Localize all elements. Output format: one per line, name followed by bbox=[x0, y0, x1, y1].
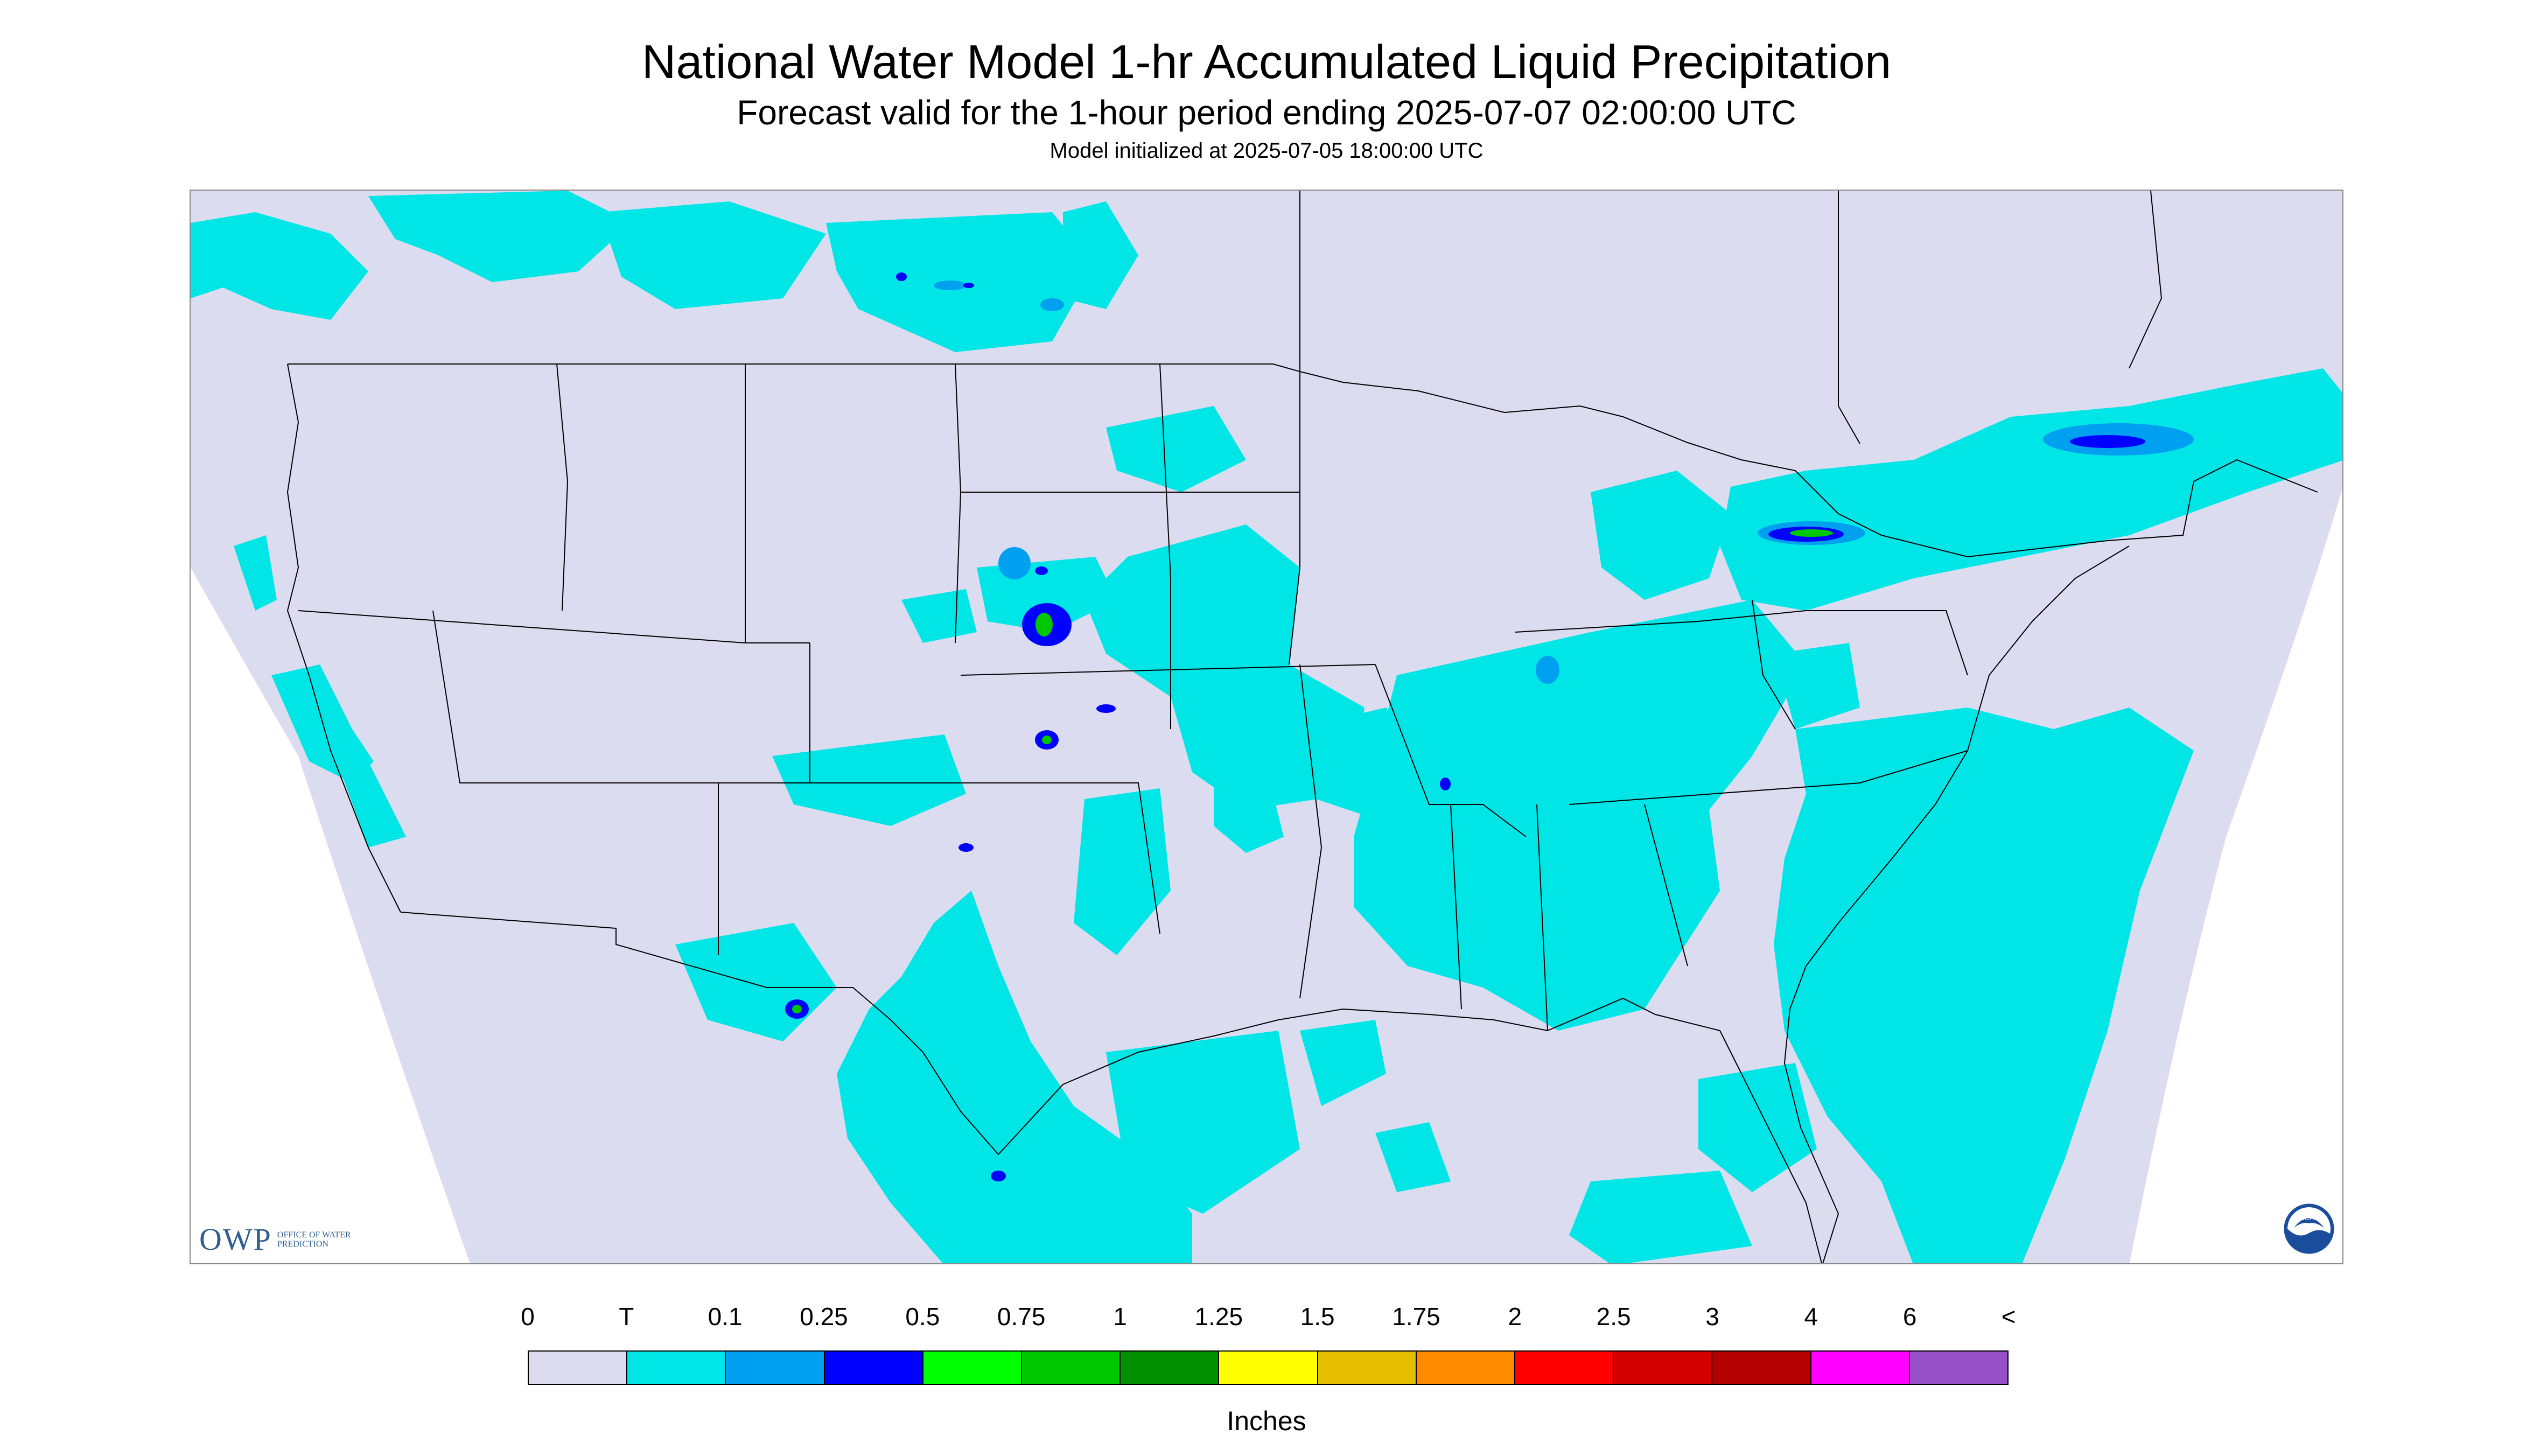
legend-swatch bbox=[824, 1352, 923, 1384]
legend-swatch bbox=[1416, 1352, 1516, 1384]
legend-swatch bbox=[726, 1352, 825, 1384]
legend-swatch bbox=[1318, 1352, 1417, 1384]
legend-tick-label: < bbox=[2001, 1303, 2016, 1331]
svg-text:NOAA: NOAA bbox=[2300, 1214, 2318, 1222]
precipitation-map bbox=[190, 190, 2343, 1264]
map-title: National Water Model 1-hr Accumulated Li… bbox=[641, 35, 1892, 88]
legend-swatch bbox=[1022, 1352, 1121, 1384]
legend-tick-label: 1.25 bbox=[1194, 1303, 1243, 1331]
legend-swatch bbox=[1909, 1352, 2008, 1384]
legend-tick-label: 3 bbox=[1705, 1303, 1719, 1331]
legend-units: Inches bbox=[1227, 1406, 1306, 1436]
owp-logo-text: Office of Water Prediction bbox=[277, 1230, 351, 1249]
legend-tick-label: 2.5 bbox=[1596, 1303, 1631, 1331]
legend-tick-label: 1 bbox=[1113, 1303, 1127, 1331]
noaa-logo-icon: NOAA bbox=[2282, 1202, 2336, 1256]
legend-labels: 0 T 0.1 0.25 0.5 0.75 1 1.25 1.5 1.75 2 2.5 3 4 6 < bbox=[0, 1302, 2533, 1334]
legend-tick-label: 0.1 bbox=[708, 1303, 743, 1331]
legend-tick-label: 4 bbox=[1804, 1303, 1818, 1331]
map-canvas bbox=[191, 191, 2342, 1263]
owp-logo: OWP Office of Water Prediction bbox=[199, 1221, 358, 1257]
map-subtitle: Forecast valid for the 1-hour period end… bbox=[737, 93, 1796, 132]
legend-tick-label: 0.25 bbox=[800, 1303, 848, 1331]
legend-swatch bbox=[627, 1352, 726, 1384]
legend-swatch bbox=[1811, 1352, 1910, 1384]
legend-tick-label: 0.5 bbox=[905, 1303, 940, 1331]
legend-swatch bbox=[1515, 1352, 1614, 1384]
legend-swatch bbox=[1121, 1352, 1220, 1384]
political-borders bbox=[286, 191, 2318, 1263]
legend-color-bar bbox=[528, 1350, 2009, 1385]
precip-core-areas bbox=[785, 272, 2194, 1181]
legend-tick-label: 6 bbox=[1902, 1303, 1917, 1331]
owp-logo-mark: OWP bbox=[199, 1222, 272, 1257]
legend-swatch bbox=[1219, 1352, 1318, 1384]
legend-swatch bbox=[529, 1352, 628, 1384]
legend-swatch bbox=[1614, 1352, 1713, 1384]
legend-tick-label: 1.75 bbox=[1392, 1303, 1440, 1331]
legend-tick-label: 0.75 bbox=[997, 1303, 1046, 1331]
noaa-logo: NOAA bbox=[2282, 1202, 2336, 1258]
precip-trace-areas bbox=[191, 191, 2342, 1263]
legend-tick-label: 0 bbox=[521, 1303, 535, 1331]
legend-swatch bbox=[1712, 1352, 1811, 1384]
model-init-line: Model initialized at 2025-07-05 18:00:00… bbox=[1049, 139, 1484, 163]
legend-tick-label: T bbox=[619, 1303, 634, 1331]
legend-tick-label: 1.5 bbox=[1300, 1303, 1335, 1331]
legend-tick-label: 2 bbox=[1508, 1303, 1522, 1331]
legend-swatch bbox=[923, 1352, 1023, 1384]
